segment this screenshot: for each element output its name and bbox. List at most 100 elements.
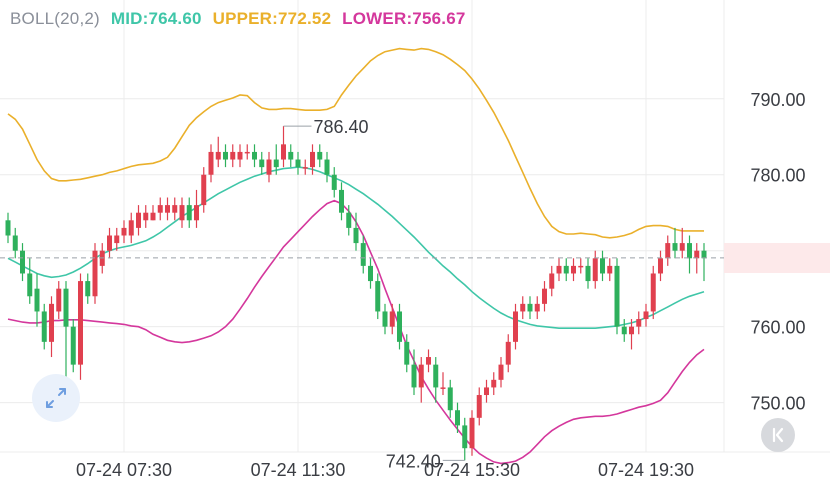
candle-body [672,243,678,251]
candle-down [360,235,366,274]
candle-body [121,227,127,236]
candle-down [353,212,359,251]
candle-up [121,220,127,244]
candle-up [128,212,134,244]
candle-up [92,243,98,304]
candle-down [12,227,18,259]
candle-down [273,144,279,175]
candle-up [556,258,562,282]
candle-body [244,151,250,154]
candle-body [469,417,475,449]
candle-body [476,395,482,418]
candle-down [223,144,228,168]
candle-body [600,258,605,274]
candle-body [56,288,62,312]
candle-body [273,159,279,168]
candle-body [513,311,518,342]
candle-body [462,425,468,449]
candle-body [455,410,460,426]
candle-up [498,357,504,388]
candle-body [563,265,569,274]
candle-body [418,364,424,388]
candle-up [484,379,489,403]
candle-body [252,151,257,160]
candle-up [179,197,185,228]
candle-up [157,197,163,221]
candle-down [368,258,373,289]
candle-up [636,311,642,335]
candle-body [41,311,47,342]
candle-body [237,151,243,160]
scroll-to-latest-button[interactable] [761,418,795,452]
candle-up [571,258,576,282]
candle-up [469,410,475,456]
candle-down [433,357,439,403]
candle-up [143,205,149,228]
candle-up [237,144,243,168]
candle-down [186,197,192,228]
expand-button[interactable] [32,374,80,422]
candle-down [447,379,453,418]
candle-body [491,379,497,388]
candle-body [230,151,236,160]
candle-up [534,296,540,320]
candle-down [27,258,33,304]
candle-body [426,357,431,365]
candle-body [389,311,395,327]
candle-body [665,243,671,259]
candle-body [150,212,156,221]
candle-down [70,319,76,373]
y-tick-label: 780.00 [750,166,805,186]
candle-body [440,387,446,389]
y-tick-label: 750.00 [750,394,805,414]
candle-down [404,334,410,373]
y-tick-label: 760.00 [750,318,805,338]
candle-up [244,144,250,160]
candle-body [194,205,199,221]
candle-up [78,273,83,380]
candle-down [701,243,707,282]
candle-down [411,349,417,396]
candle-up [549,265,555,297]
candle-body [578,265,584,268]
candle-up [418,357,424,403]
candle-body [629,326,634,335]
candle-body [636,319,642,327]
candle-up [679,227,685,259]
candle-up [578,258,584,274]
low-price-marker: 742.40 [386,451,441,471]
candle-body [20,250,25,274]
mid-value: MID:764.60 [110,9,202,28]
candle-body [571,265,576,274]
grid-lines [0,0,830,453]
candle-down [252,144,257,168]
candle-down [288,144,294,168]
candle-body [288,151,294,160]
bollinger-bands [7,47,705,465]
candle-down [563,258,569,282]
candle-body [687,243,692,259]
candle-up [215,136,221,168]
candle-body [360,243,366,266]
high-price-marker: 786.40 [314,117,369,137]
x-tick-label: 07-24 11:30 [251,460,346,480]
candle-down [382,303,388,335]
candle-body [165,205,170,213]
candle-body [534,303,540,312]
candle-body [143,212,149,221]
candle-body [643,311,649,320]
x-tick-label: 07-24 07:30 [76,460,172,480]
candle-body [186,205,192,221]
candle-up [172,197,178,221]
candle-up [194,189,199,228]
candle-body [447,387,453,411]
candle-up [266,151,272,183]
candle-down [462,417,468,461]
candle-up [136,205,141,236]
candle-body [621,326,627,335]
candle-body [542,288,547,304]
candle-body [302,167,308,169]
candle-body [128,220,134,236]
candle-body [433,364,439,388]
